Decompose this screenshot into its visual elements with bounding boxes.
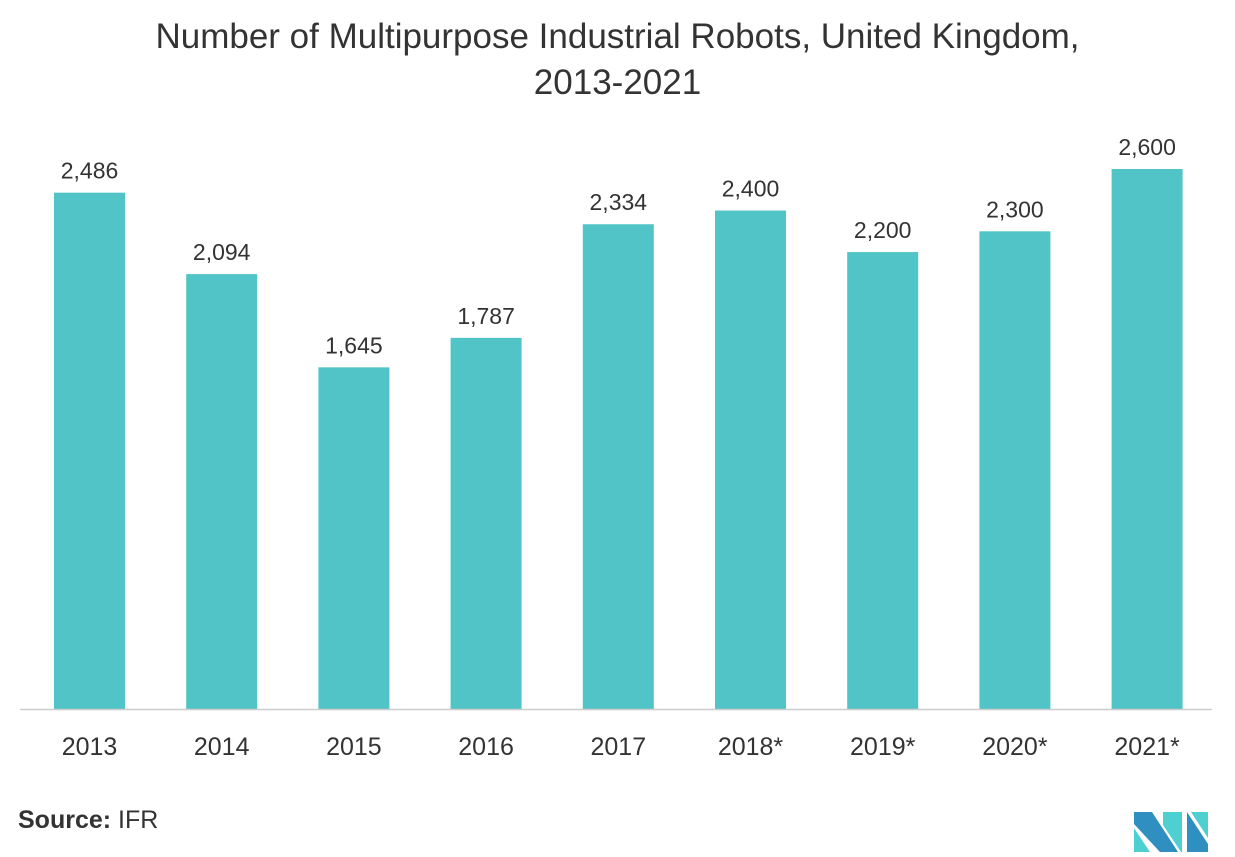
bar-chart: 2,486 2013 2,094 2014 1,645 2015 1,787 2016 2,33… — [20, 134, 1212, 761]
data-label: 2,300 — [986, 196, 1044, 222]
bar — [318, 367, 390, 709]
chart-title-line1: Number of Multipurpose Industrial Robots… — [155, 17, 1080, 56]
bar — [715, 210, 786, 710]
chart-title: Number of Multipurpose Industrial Robots… — [0, 14, 1235, 106]
x-tick-label: 2015 — [326, 733, 382, 761]
source-label: Source: — [18, 806, 112, 834]
data-label: 1,787 — [457, 303, 515, 329]
x-tick-label: 2018* — [718, 733, 784, 761]
bar — [979, 231, 1051, 710]
x-tick-label: 2021* — [1114, 733, 1180, 761]
x-tick-label: 2017 — [590, 733, 646, 761]
bar — [450, 337, 522, 709]
source-note: Source: IFR — [18, 806, 158, 835]
source-value: IFR — [118, 806, 159, 834]
x-tick-label: 2020* — [982, 733, 1048, 761]
data-label: 2,200 — [854, 217, 912, 243]
bar — [847, 252, 919, 710]
data-label: 1,645 — [325, 332, 383, 358]
data-label: 2,486 — [61, 158, 119, 184]
x-tick-label: 2014 — [194, 733, 250, 761]
chart-title-line2: 2013-2021 — [533, 63, 702, 102]
bar — [1111, 169, 1183, 709]
data-label: 2,600 — [1118, 134, 1176, 160]
data-label: 2,400 — [722, 176, 780, 202]
x-tick-label: 2019* — [850, 733, 916, 761]
data-label: 2,094 — [193, 239, 251, 265]
data-label: 2,334 — [590, 189, 648, 215]
logo-icon — [1134, 812, 1208, 852]
bar — [186, 274, 258, 709]
bar — [582, 224, 654, 709]
bar — [54, 192, 125, 709]
x-tick-label: 2013 — [62, 733, 118, 761]
x-tick-label: 2016 — [458, 733, 514, 761]
